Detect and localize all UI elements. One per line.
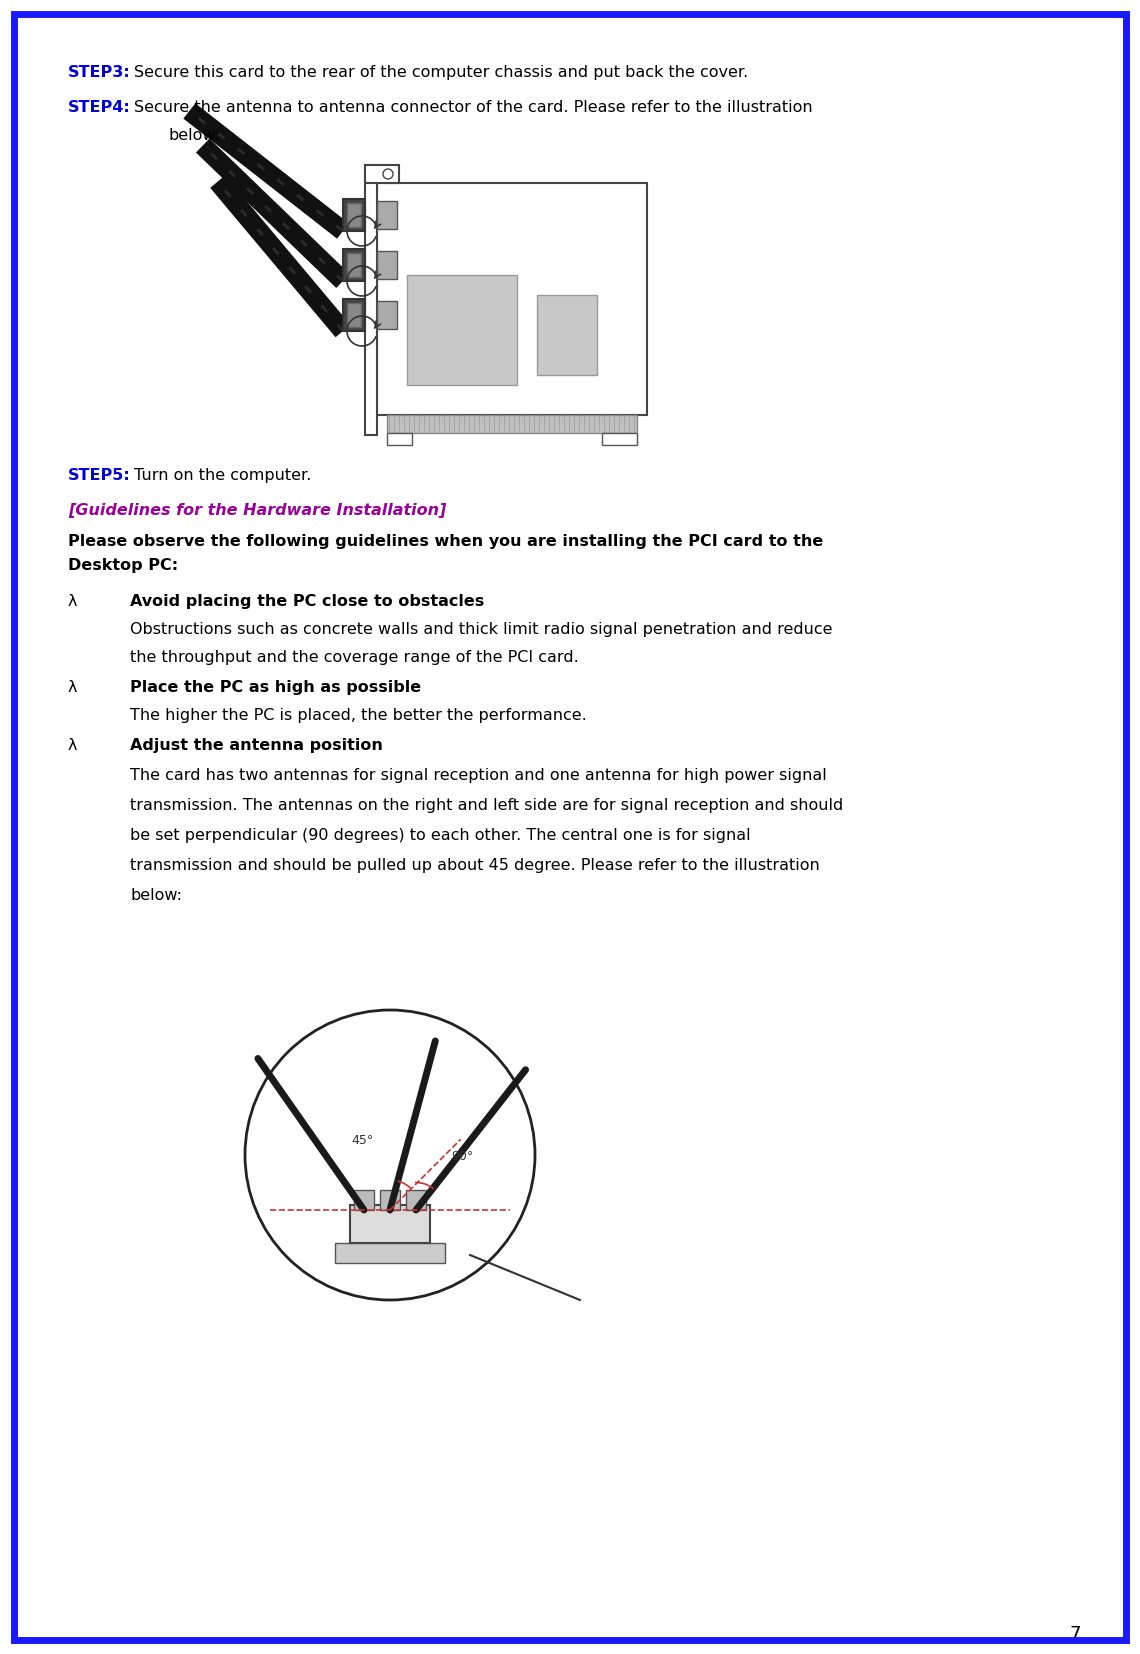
Bar — [365, 165, 377, 435]
Text: STEP4:: STEP4: — [68, 99, 131, 116]
Text: Place the PC as high as possible: Place the PC as high as possible — [130, 680, 421, 695]
Text: Secure the antenna to antenna connector of the card. Please refer to the illustr: Secure the antenna to antenna connector … — [135, 99, 813, 116]
Text: λ: λ — [68, 738, 78, 753]
Text: the throughput and the coverage range of the PCI card.: the throughput and the coverage range of… — [130, 650, 579, 665]
Text: Turn on the computer.: Turn on the computer. — [135, 468, 311, 483]
Bar — [347, 253, 361, 276]
Text: Avoid placing the PC close to obstacles: Avoid placing the PC close to obstacles — [130, 594, 484, 609]
Bar — [347, 303, 361, 327]
Bar — [377, 301, 397, 329]
Text: STEP5:: STEP5: — [68, 468, 131, 483]
Circle shape — [245, 1011, 535, 1300]
Text: λ: λ — [68, 680, 78, 695]
Bar — [386, 433, 412, 445]
FancyBboxPatch shape — [335, 1244, 445, 1264]
Circle shape — [383, 169, 393, 179]
Bar — [343, 198, 365, 232]
Bar — [407, 275, 518, 385]
Text: The card has two antennas for signal reception and one antenna for high power si: The card has two antennas for signal rec… — [130, 767, 826, 782]
Text: Desktop PC:: Desktop PC: — [68, 557, 178, 572]
Bar — [386, 415, 637, 433]
Text: be set perpendicular (90 degrees) to each other. The central one is for signal: be set perpendicular (90 degrees) to eac… — [130, 829, 750, 844]
Bar — [537, 294, 597, 375]
Bar — [365, 165, 399, 184]
Bar — [377, 202, 397, 228]
Text: 45°: 45° — [351, 1133, 373, 1146]
Bar — [377, 251, 397, 280]
Text: 90°: 90° — [451, 1151, 473, 1163]
Text: STEP3:: STEP3: — [68, 65, 131, 79]
Text: The higher the PC is placed, the better the performance.: The higher the PC is placed, the better … — [130, 708, 587, 723]
Text: transmission. The antennas on the right and left side are for signal reception a: transmission. The antennas on the right … — [130, 797, 844, 814]
Text: Please observe the following guidelines when you are installing the PCI card to : Please observe the following guidelines … — [68, 534, 823, 549]
Text: [Guidelines for the Hardware Installation]: [Guidelines for the Hardware Installatio… — [68, 503, 447, 518]
Text: 7: 7 — [1069, 1624, 1081, 1642]
Text: Secure this card to the rear of the computer chassis and put back the cover.: Secure this card to the rear of the comp… — [135, 65, 748, 79]
Text: below:: below: — [130, 888, 182, 903]
Text: transmission and should be pulled up about 45 degree. Please refer to the illust: transmission and should be pulled up abo… — [130, 858, 820, 873]
Bar — [380, 1189, 400, 1211]
Text: λ: λ — [68, 594, 78, 609]
Bar — [347, 203, 361, 227]
Bar — [343, 250, 365, 281]
Text: Obstructions such as concrete walls and thick limit radio signal penetration and: Obstructions such as concrete walls and … — [130, 622, 832, 637]
Bar — [350, 1206, 430, 1244]
Bar — [343, 299, 365, 331]
Bar — [602, 433, 637, 445]
Bar — [355, 1189, 374, 1211]
Text: below:: below: — [168, 127, 220, 142]
Bar — [406, 1189, 426, 1211]
Bar — [377, 184, 648, 415]
Text: Adjust the antenna position: Adjust the antenna position — [130, 738, 383, 753]
